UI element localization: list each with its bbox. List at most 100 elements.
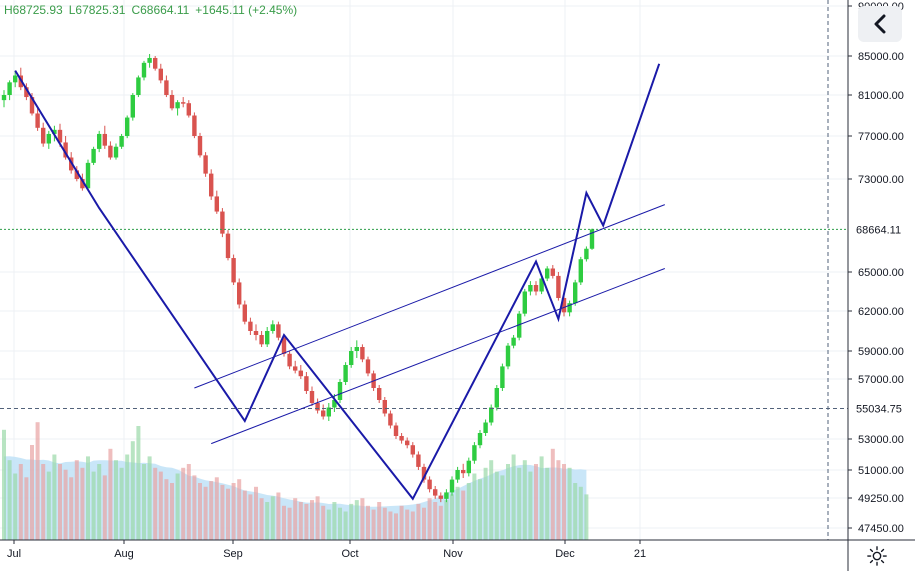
volume-bar [545, 467, 550, 540]
volume-bar [511, 454, 516, 540]
volume-bar [248, 494, 253, 540]
volume-bar [343, 511, 348, 540]
price-tick-label: 65000.00 [858, 267, 904, 279]
volume-bar [2, 429, 6, 540]
volume-bar [270, 496, 275, 540]
channel-upper-line [194, 204, 665, 389]
candle [197, 136, 203, 156]
volume-bar [371, 509, 376, 540]
candle [584, 248, 589, 260]
candle [186, 103, 191, 116]
volume-bar [310, 500, 314, 540]
candle [35, 113, 40, 128]
candle [24, 87, 29, 98]
volume-bar [242, 490, 247, 540]
candle [550, 268, 555, 276]
volume-bar [226, 488, 230, 540]
volume-bar [198, 483, 202, 540]
candle [528, 285, 533, 292]
candle [539, 278, 544, 292]
back-button[interactable] [858, 6, 902, 42]
candle [483, 422, 488, 433]
marker-price-label: 55034.75 [856, 403, 902, 415]
price-tick-label: 59000.00 [858, 346, 904, 358]
volume-bar [158, 471, 163, 540]
candle [97, 133, 102, 149]
volume-bar [259, 498, 264, 540]
volume-bar [304, 503, 309, 540]
volume-bar [214, 477, 219, 540]
candle [489, 407, 494, 423]
volume-bar [338, 507, 342, 540]
price-tick-label: 53000.00 [858, 434, 904, 446]
candle [377, 388, 382, 400]
volume-bar [567, 467, 572, 540]
price-tick-label: 57000.00 [858, 374, 904, 386]
volume-bar [41, 464, 46, 540]
time-tick-label: Jul [7, 548, 21, 560]
volume-bar [80, 467, 85, 540]
candle [505, 345, 511, 367]
volume-bar [506, 464, 510, 540]
candle [438, 495, 443, 499]
candle [365, 359, 371, 374]
price-tick-label: 51000.00 [858, 465, 904, 477]
volume-bar [86, 456, 90, 540]
gear-icon[interactable] [866, 545, 888, 567]
candle [477, 433, 483, 446]
current-price-label: 68664.11 [856, 224, 901, 236]
price-tick-label: 47450.00 [858, 523, 904, 535]
volume-bar [388, 511, 393, 540]
candle [444, 492, 449, 499]
volume-bar [175, 473, 180, 540]
candle [466, 460, 471, 474]
volume-bar [354, 500, 359, 540]
candle [326, 407, 331, 417]
volume-bar [478, 479, 482, 540]
volume-bar [584, 494, 589, 540]
candle [427, 479, 432, 490]
candle [270, 324, 275, 331]
candle [1, 95, 7, 101]
volume-bar [130, 441, 135, 540]
volume-bar [69, 477, 74, 540]
candle [561, 298, 567, 313]
price-tick-label: 62000.00 [858, 306, 904, 318]
candle [421, 466, 427, 480]
candle [237, 282, 242, 305]
candle [321, 410, 326, 417]
candle [567, 303, 572, 313]
volume-bar [489, 460, 494, 540]
volume-bar [534, 464, 538, 540]
candle [214, 196, 219, 212]
candle [287, 353, 292, 367]
candle [281, 337, 287, 354]
candle [102, 133, 107, 146]
candle [181, 102, 186, 104]
volume-bar [136, 426, 141, 540]
volume-bar [377, 502, 382, 540]
volume-bar [455, 486, 460, 540]
candle [589, 229, 595, 249]
candle [209, 173, 214, 197]
volume-bar [528, 471, 533, 540]
candle [119, 136, 124, 147]
candle [108, 145, 113, 158]
channel-lower-line [211, 268, 665, 445]
volume-bar [461, 490, 466, 540]
volume-bar [114, 460, 118, 540]
volume-bar [209, 481, 214, 540]
volume-bar [578, 486, 583, 540]
candle [57, 129, 63, 143]
trend-lines [0, 0, 848, 540]
candle [13, 75, 18, 83]
volume-bar [332, 502, 337, 540]
candle [455, 470, 460, 480]
volume-bar [108, 448, 113, 540]
candle [91, 148, 96, 163]
volume-bars [2, 422, 589, 540]
candle [225, 233, 231, 259]
time-tick-label: Nov [443, 548, 463, 560]
low-value: L67825.31 [68, 3, 126, 17]
